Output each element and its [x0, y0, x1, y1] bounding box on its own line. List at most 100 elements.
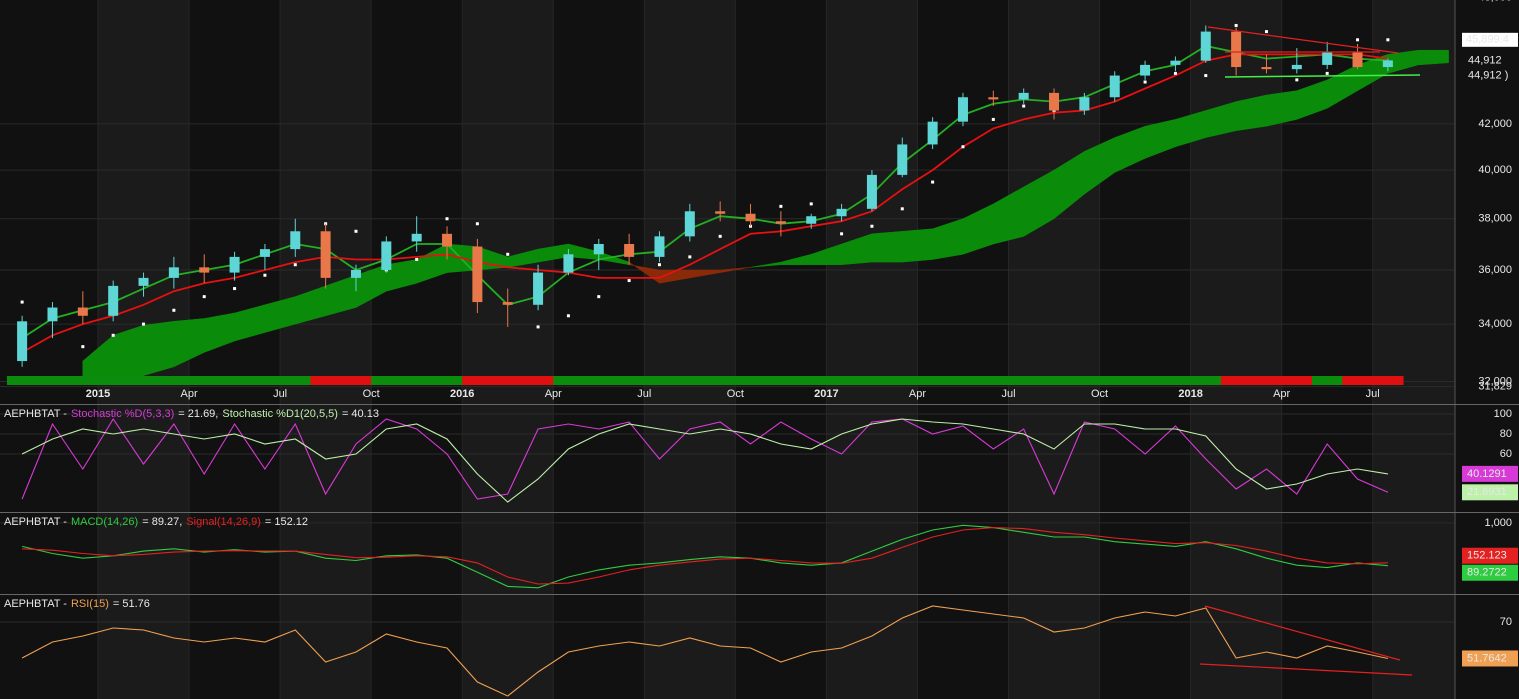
candle-body: [138, 277, 149, 286]
candle-body: [1261, 67, 1272, 70]
trend-strip: [1038, 376, 1070, 385]
trend-strip: [705, 376, 736, 385]
sar-dot: [566, 314, 570, 318]
price-marker-box: [1462, 32, 1518, 47]
candle-body: [1291, 64, 1302, 70]
y-tick-label: 38,000: [1478, 213, 1512, 225]
trend-strip: [583, 376, 615, 385]
trend-strip: [128, 376, 160, 385]
y-tick-label: 42,000: [1478, 118, 1512, 130]
sar-dot: [1143, 80, 1147, 84]
trend-strip: [522, 376, 554, 385]
candle-body: [1018, 92, 1029, 100]
sar-dot: [597, 295, 601, 299]
last-value-label: 51.7642: [1467, 652, 1507, 664]
trend-strip: [1190, 376, 1222, 385]
trend-strip: [765, 376, 797, 385]
candle-body: [684, 211, 695, 237]
trend-strip: [1160, 376, 1192, 385]
panel-legend: AEPHBTAT - Stochastic %D(5,3,3) = 21.69, St…: [4, 408, 379, 420]
candle-body: [957, 97, 968, 122]
y-tick-label: 31,829: [1478, 381, 1512, 393]
trend-strip: [431, 376, 463, 385]
indicator-line: [21, 417, 1389, 500]
legend-text: MACD(14,26): [71, 516, 138, 528]
legend-text: = 21.69,: [178, 408, 218, 420]
trend-strip: [158, 376, 190, 385]
last-value-label: 21.6931: [1467, 486, 1507, 498]
last-value-label: 40.1291: [1467, 468, 1507, 480]
candle-body: [1079, 97, 1090, 111]
indicator-line: [21, 418, 1388, 503]
candle-body: [988, 97, 999, 100]
panel-legend: AEPHBTAT - MACD(14,26) = 89.27, Signal(14,2…: [4, 516, 308, 528]
sar-dot: [870, 224, 874, 228]
trend-strip: [947, 376, 979, 385]
cloud-segment: [1235, 94, 1267, 131]
candle-body: [168, 267, 179, 278]
period-band: [462, 0, 554, 699]
legend-text: AEPHBTAT -: [4, 516, 67, 528]
panel: [0, 413, 1455, 503]
x-tick-label: Jul: [637, 388, 651, 400]
sar-dot: [536, 325, 540, 329]
sar-dot: [627, 279, 631, 283]
legend-text: Signal(14,26,9): [186, 516, 261, 528]
sar-dot: [445, 217, 449, 221]
y-tick-label: 1,000: [1484, 517, 1512, 529]
legend-text: RSI(15): [71, 598, 109, 610]
x-tick-label-year: 2015: [86, 388, 110, 400]
trend-line: [1204, 605, 1401, 661]
panel: [0, 605, 1455, 697]
candle-body: [1109, 75, 1120, 98]
x-tick-label-year: 2018: [1178, 388, 1202, 400]
y-tick-label: 100: [1494, 408, 1512, 420]
sar-dot: [931, 180, 935, 184]
y-tick-label: 34,000: [1478, 318, 1512, 330]
support-line: [1224, 74, 1421, 78]
trend-strip: [6, 376, 38, 385]
sar-dot: [415, 257, 419, 261]
candle-body: [1170, 60, 1181, 65]
trend-strip: [1372, 376, 1404, 385]
sar-dot: [718, 234, 722, 238]
sar-dot: [81, 345, 85, 349]
candle-body: [533, 272, 544, 305]
candle-body: [320, 231, 331, 278]
trend-strip: [67, 376, 99, 385]
sar-dot: [961, 145, 965, 149]
period-band: [1372, 0, 1455, 699]
trend-strip: [371, 376, 402, 385]
candle-body: [1382, 60, 1393, 68]
sar-dot: [1264, 30, 1268, 34]
last-value-box: [1462, 484, 1518, 501]
candle-body: [472, 246, 483, 303]
candle-body: [1140, 64, 1151, 76]
period-band: [826, 0, 918, 699]
candle-body: [1049, 92, 1060, 111]
sar-dot: [20, 300, 24, 304]
sar-dot: [354, 229, 358, 233]
trend-strip: [826, 376, 858, 385]
y-tick-label: 80: [1500, 428, 1512, 440]
legend-text: Stochastic %D(5,3,3): [71, 408, 174, 420]
sar-dot: [293, 263, 297, 267]
trend-strip: [674, 376, 706, 385]
sar-dot: [1234, 23, 1238, 27]
sar-dot: [142, 322, 146, 326]
candle-body: [47, 307, 58, 322]
trend-strip: [462, 376, 494, 385]
sar-dot: [475, 222, 479, 226]
x-tick-label: Apr: [180, 388, 197, 400]
candle-body: [381, 241, 392, 270]
sar-dot: [1204, 74, 1208, 78]
trend-strip: [1342, 376, 1374, 385]
sar-dot: [779, 204, 783, 208]
panel: [0, 522, 1455, 589]
trend-strip: [189, 376, 220, 385]
sar-dot: [233, 287, 237, 291]
x-tick-label-year: 2017: [814, 388, 838, 400]
trend-strip: [280, 376, 311, 385]
candle-body: [927, 121, 938, 145]
